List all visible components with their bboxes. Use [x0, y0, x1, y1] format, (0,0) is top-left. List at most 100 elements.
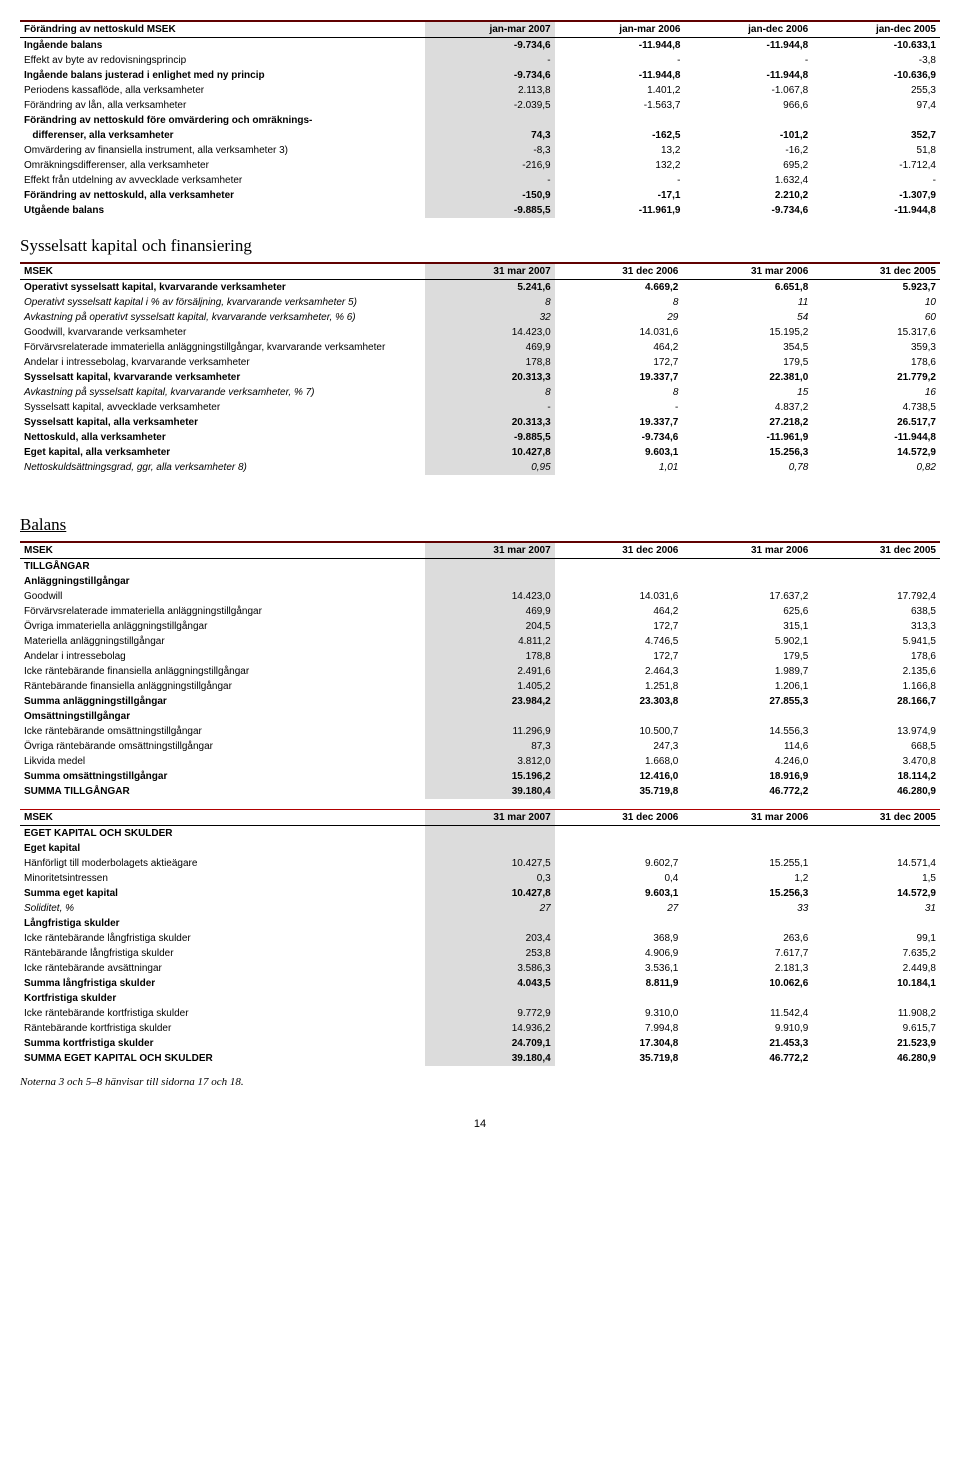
cell: 695,2 — [684, 158, 812, 173]
row-label: Förändring av nettoskuld före omvärderin… — [20, 113, 425, 128]
cell: 74,3 — [425, 128, 555, 143]
row-label: Hänförligt till moderbolagets aktieägare — [20, 856, 425, 871]
cell: 11.908,2 — [812, 1006, 940, 1021]
col-2: 31 dec 2006 — [555, 810, 683, 826]
cell: -9.885,5 — [425, 430, 555, 445]
row-label: Goodwill, kvarvarande verksamheter — [20, 325, 425, 340]
cell: 4.837,2 — [682, 400, 812, 415]
cell: 9.615,7 — [812, 1021, 940, 1036]
row-label: Icke räntebärande omsättningstillgångar — [20, 724, 425, 739]
cell — [555, 841, 683, 856]
section-title-sysselsatt: Sysselsatt kapital och finansiering — [20, 236, 940, 256]
cell: 21.453,3 — [682, 1036, 812, 1051]
cell: 352,7 — [812, 128, 940, 143]
cell: 26.517,7 — [812, 415, 940, 430]
cell: 1.206,1 — [682, 679, 812, 694]
cell: 99,1 — [812, 931, 940, 946]
cell: -1.712,4 — [812, 158, 940, 173]
cell: 464,2 — [555, 340, 683, 355]
col-1: jan-mar 2007 — [425, 21, 555, 38]
table-row: Goodwill14.423,014.031,617.637,217.792,4 — [20, 589, 940, 604]
table-row: Operativt sysselsatt kapital i % av förs… — [20, 295, 940, 310]
row-label: Förändring av nettoskuld, alla verksamhe… — [20, 188, 425, 203]
cell: 14.571,4 — [812, 856, 940, 871]
cell — [555, 991, 683, 1006]
cell: 3.586,3 — [425, 961, 555, 976]
table-row: Summa långfristiga skulder4.043,58.811,9… — [20, 976, 940, 991]
cell: 1,01 — [555, 460, 683, 475]
cell: -1.067,8 — [684, 83, 812, 98]
row-label: Nettoskuld, alla verksamheter — [20, 430, 425, 445]
cell: 20.313,3 — [425, 415, 555, 430]
cell: -11.961,9 — [555, 203, 685, 218]
cell: 0,78 — [682, 460, 812, 475]
cell: 4.043,5 — [425, 976, 555, 991]
cell: 10.500,7 — [555, 724, 683, 739]
cell: -3,8 — [812, 53, 940, 68]
row-label: Materiella anläggningstillgångar — [20, 634, 425, 649]
cell: 3.812,0 — [425, 754, 555, 769]
row-label: Nettoskuldsättningsgrad, ggr, alla verks… — [20, 460, 425, 475]
cell: 87,3 — [425, 739, 555, 754]
table-row: Omvärdering av finansiella instrument, a… — [20, 143, 940, 158]
cell: - — [555, 53, 685, 68]
row-label: Förvärvsrelaterade immateriella anläggni… — [20, 340, 425, 355]
row-label: Ingående balans justerad i enlighet med … — [20, 68, 425, 83]
cell: 22.381,0 — [682, 370, 812, 385]
cell: 368,9 — [555, 931, 683, 946]
cell: 9.910,9 — [682, 1021, 812, 1036]
table-row: Effekt från utdelning av avvecklade verk… — [20, 173, 940, 188]
cell: -9.885,5 — [425, 203, 555, 218]
cell: 354,5 — [682, 340, 812, 355]
cell: 46.280,9 — [812, 1051, 940, 1066]
cell: 39.180,4 — [425, 1051, 555, 1066]
table-row: Icke räntebärande långfristiga skulder20… — [20, 931, 940, 946]
cell: 29 — [555, 310, 683, 325]
table-row: Avkastning på sysselsatt kapital, kvarva… — [20, 385, 940, 400]
table-row: Likvida medel3.812,01.668,04.246,03.470,… — [20, 754, 940, 769]
cell: -8,3 — [425, 143, 555, 158]
table-row: Räntebärande långfristiga skulder253,84.… — [20, 946, 940, 961]
cell: 172,7 — [555, 355, 683, 370]
cell: 4.906,9 — [555, 946, 683, 961]
cell — [555, 574, 683, 589]
cell — [555, 916, 683, 931]
sysselsatt-table: MSEK 31 mar 2007 31 dec 2006 31 mar 2006… — [20, 262, 940, 475]
table-row: Förändring av nettoskuld, alla verksamhe… — [20, 188, 940, 203]
row-label: Sysselsatt kapital, avvecklade verksamhe… — [20, 400, 425, 415]
cell: 0,3 — [425, 871, 555, 886]
cell: 8.811,9 — [555, 976, 683, 991]
cell: 313,3 — [812, 619, 940, 634]
section-title-balans: Balans — [20, 515, 940, 535]
cell: 253,8 — [425, 946, 555, 961]
balans-tillgangar-table: MSEK 31 mar 2007 31 dec 2006 31 mar 2006… — [20, 541, 940, 799]
table-row: Anläggningstillgångar — [20, 574, 940, 589]
col-2: jan-mar 2006 — [555, 21, 685, 38]
cell: 9.310,0 — [555, 1006, 683, 1021]
cell: 14.572,9 — [812, 445, 940, 460]
cell: -9.734,6 — [425, 38, 555, 54]
cell: 39.180,4 — [425, 784, 555, 799]
cell: 27.855,3 — [682, 694, 812, 709]
cell: 32 — [425, 310, 555, 325]
table-row: Hänförligt till moderbolagets aktieägare… — [20, 856, 940, 871]
cell: -17,1 — [555, 188, 685, 203]
table-row: Omsättningstillgångar — [20, 709, 940, 724]
table-row: Summa eget kapital10.427,89.603,115.256,… — [20, 886, 940, 901]
cell: 179,5 — [682, 649, 812, 664]
row-label: Summa eget kapital — [20, 886, 425, 901]
cell: 9.603,1 — [555, 445, 683, 460]
cell — [425, 991, 555, 1006]
table-row: Summa omsättningstillgångar15.196,212.41… — [20, 769, 940, 784]
cell: 178,6 — [812, 649, 940, 664]
row-label: TILLGÅNGAR — [20, 559, 425, 575]
col-label: MSEK — [20, 263, 425, 280]
row-label: Kortfristiga skulder — [20, 991, 425, 1006]
cell: 8 — [425, 385, 555, 400]
row-label: Eget kapital — [20, 841, 425, 856]
cell: 14.936,2 — [425, 1021, 555, 1036]
col-label: MSEK — [20, 542, 425, 559]
cell — [425, 916, 555, 931]
col-2: 31 dec 2006 — [555, 263, 683, 280]
cell: 0,95 — [425, 460, 555, 475]
